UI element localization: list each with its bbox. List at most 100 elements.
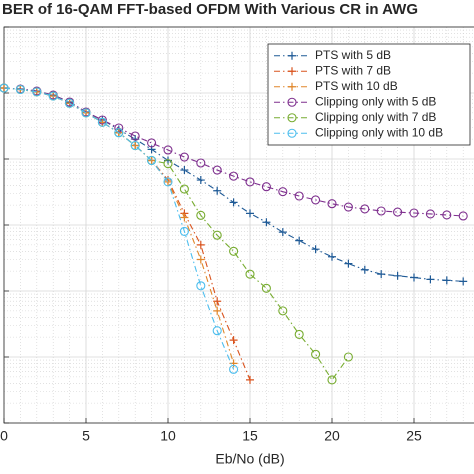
legend-marker [288, 82, 296, 91]
series-line [3, 87, 235, 370]
series [0, 83, 239, 374]
series-line [3, 87, 464, 217]
marker [131, 141, 140, 150]
marker [295, 236, 304, 245]
marker [328, 252, 336, 261]
marker [164, 177, 172, 186]
legend-label: Clipping only with 5 dB [315, 94, 436, 108]
marker [442, 276, 451, 285]
legend-marker [288, 67, 296, 76]
marker [229, 198, 238, 207]
marker [229, 246, 239, 256]
marker [442, 210, 452, 220]
marker [410, 273, 418, 282]
marker [311, 245, 320, 254]
marker [213, 306, 222, 315]
marker [15, 84, 25, 95]
marker [343, 202, 353, 212]
marker [376, 206, 386, 216]
marker [311, 195, 321, 205]
marker [48, 91, 58, 101]
x-tick-label: 25 [406, 428, 422, 444]
legend-box [267, 43, 471, 146]
marker [196, 176, 205, 185]
marker [196, 210, 206, 220]
marker [229, 336, 238, 345]
marker [212, 165, 222, 175]
legend-label: Clipping only with 10 dB [315, 125, 443, 139]
marker [425, 209, 435, 219]
x-axis-label: Eb/No (dB) [215, 451, 284, 467]
marker [180, 213, 189, 222]
marker [327, 375, 337, 385]
marker [344, 259, 353, 268]
marker [196, 158, 206, 168]
marker [459, 277, 468, 286]
series [0, 83, 468, 221]
marker [130, 140, 140, 151]
marker [114, 123, 124, 133]
x-tick-label: 20 [324, 428, 340, 444]
marker [147, 156, 156, 165]
legend-marker [288, 51, 296, 60]
x-tick-label: 0 [0, 428, 8, 444]
marker [458, 211, 468, 221]
marker [360, 265, 369, 274]
marker [179, 184, 189, 194]
marker [261, 283, 271, 293]
marker [196, 255, 205, 264]
marker [245, 269, 255, 279]
plot-frame [3, 26, 474, 424]
marker [278, 228, 287, 237]
legend-label: PTS with 10 dB [315, 79, 398, 93]
marker [196, 281, 206, 291]
marker [179, 226, 189, 236]
marker [278, 306, 288, 316]
marker [343, 352, 353, 362]
marker [147, 138, 157, 148]
legend-label: PTS with 5 dB [315, 48, 391, 62]
marker [179, 152, 189, 162]
marker [377, 270, 386, 279]
marker [245, 177, 255, 187]
marker [196, 240, 205, 249]
marker [246, 209, 254, 218]
x-tick-label: 10 [160, 428, 176, 444]
x-tick-label: 15 [242, 428, 258, 444]
marker [97, 117, 107, 127]
marker [278, 187, 288, 197]
marker [0, 83, 9, 93]
marker [360, 204, 370, 214]
marker [246, 375, 254, 384]
marker [294, 329, 304, 339]
marker [261, 182, 271, 192]
marker [97, 115, 107, 125]
marker [163, 177, 173, 187]
marker [311, 349, 321, 359]
marker [163, 159, 173, 169]
legend-label: PTS with 7 dB [315, 63, 391, 77]
marker [327, 199, 337, 209]
legend-label: Clipping only with 7 dB [315, 110, 436, 124]
marker [213, 297, 222, 306]
marker [393, 271, 402, 280]
marker [212, 326, 222, 336]
marker [147, 155, 157, 166]
marker [114, 128, 124, 138]
marker [163, 145, 173, 155]
marker [81, 108, 91, 118]
marker [409, 208, 419, 218]
marker [212, 230, 222, 240]
marker [65, 98, 75, 108]
marker [229, 171, 239, 181]
marker [213, 186, 222, 195]
chart-title: BER of 16-QAM FFT-based OFDM With Variou… [2, 1, 418, 18]
legend-marker [287, 97, 297, 107]
legend-marker [287, 113, 297, 123]
marker [262, 218, 271, 227]
marker [294, 191, 304, 201]
marker [32, 87, 42, 97]
marker [426, 275, 435, 284]
